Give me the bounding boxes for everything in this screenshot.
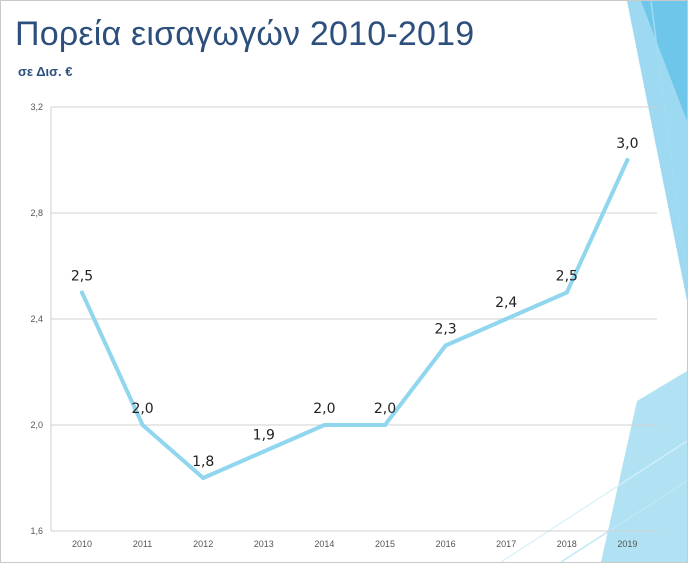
data-point [201, 476, 206, 480]
x-tick-label: 2016 [436, 539, 456, 549]
data-point [383, 423, 387, 427]
accent-line-1 [650, 1, 687, 282]
series-line [80, 158, 630, 480]
data-label: 3,0 [616, 136, 638, 152]
data-label: 2,0 [131, 401, 153, 417]
data-label: 2,0 [374, 401, 396, 417]
data-point [625, 158, 630, 162]
accent-triangle-bottom [601, 371, 687, 562]
y-tick-label: 2,0 [30, 420, 43, 430]
y-tick-label: 3,2 [30, 102, 43, 112]
data-point [443, 343, 448, 348]
data-point [80, 290, 84, 295]
x-tick-label: 2017 [496, 539, 516, 549]
x-tick-label: 2011 [133, 539, 152, 549]
page-subtitle: σε Δισ. € [18, 64, 73, 79]
x-tick-label: 2018 [557, 539, 577, 549]
data-point [564, 290, 569, 295]
data-label: 2,3 [434, 322, 456, 338]
data-point [504, 317, 509, 321]
accent-line-3 [500, 440, 687, 562]
y-tick-label: 1,6 [30, 526, 43, 536]
x-tick-label: 2012 [193, 539, 213, 549]
data-point [140, 423, 145, 427]
accent-line-2 [560, 480, 687, 562]
data-point [261, 449, 266, 454]
data-label: 2,5 [71, 269, 93, 285]
data-label: 1,8 [192, 454, 214, 470]
x-tick-label: 2014 [314, 539, 334, 549]
page-title: Πορεία εισαγωγών 2010-2019 [15, 15, 475, 53]
data-label: 2,4 [495, 295, 517, 311]
x-tick-label: 2019 [617, 539, 637, 549]
data-label: 1,9 [253, 428, 275, 444]
x-tick-label: 2010 [72, 539, 92, 549]
y-tick-label: 2,8 [30, 208, 43, 218]
data-point [322, 423, 327, 427]
x-tick-label: 2015 [375, 539, 395, 549]
data-label: 2,0 [313, 401, 335, 417]
y-tick-label: 2,4 [30, 314, 43, 324]
data-label: 2,5 [556, 269, 578, 285]
accent-triangle-top-dark [641, 1, 687, 121]
x-tick-label: 2013 [254, 539, 274, 549]
